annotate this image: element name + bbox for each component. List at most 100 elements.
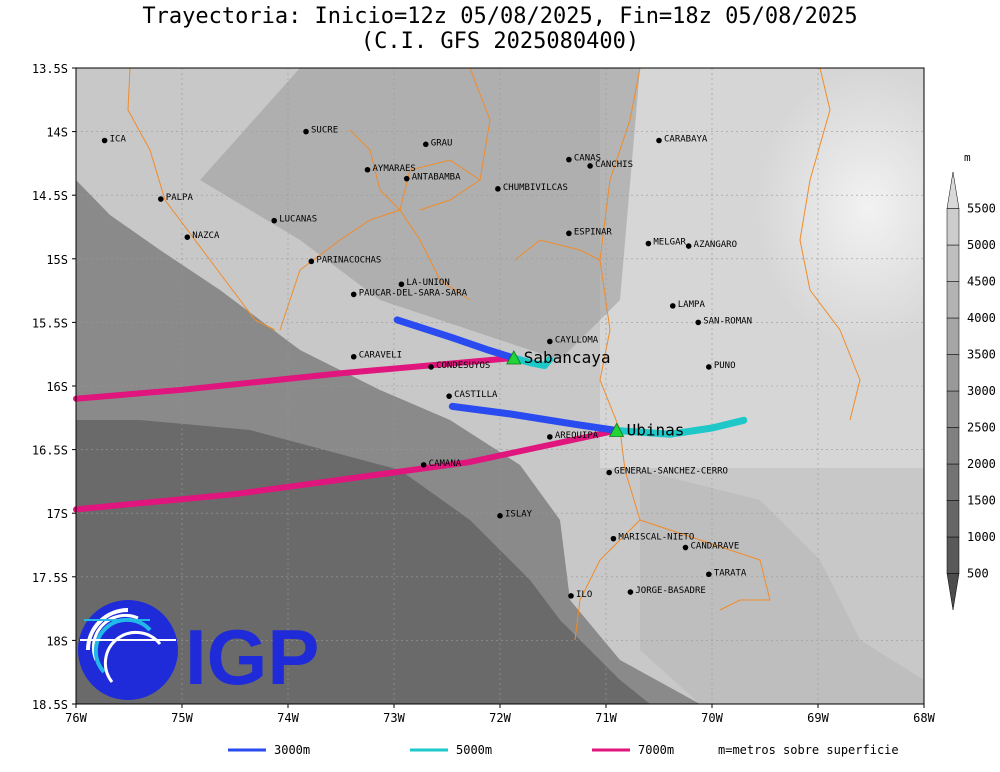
place-label: GENERAL-SANCHEZ-CERRO — [614, 466, 728, 476]
place-label: MARISCAL-NIETO — [618, 533, 694, 543]
trajectory-legend: 3000m 5000m 7000m m=metros sobre superficie — [228, 743, 899, 757]
place-label: CAYLLOMA — [555, 335, 599, 345]
lat-label: 18.5S — [32, 698, 68, 712]
trajectory-line — [510, 354, 554, 370]
place-marker — [566, 230, 572, 237]
trajectories — [73, 316, 748, 513]
lat-label: 16S — [46, 380, 68, 394]
colorbar-label: 1000 — [967, 530, 996, 544]
colorbar-segment — [946, 208, 960, 246]
colorbar-label: 2000 — [967, 457, 996, 471]
place-marker — [350, 353, 357, 360]
lat-label: 16.5S — [32, 444, 68, 458]
legend-label: 7000m — [638, 743, 674, 757]
place-marker — [398, 281, 405, 288]
legend-note: m=metros sobre superficie — [718, 743, 899, 757]
colorbar-segment — [946, 500, 960, 538]
place-marker — [547, 338, 553, 345]
place-marker — [303, 128, 309, 135]
place-label: PUNO — [714, 361, 736, 371]
place-label: SUCRE — [311, 126, 338, 136]
place-label: ICA — [110, 135, 127, 145]
place-marker — [423, 141, 429, 148]
place-label: ESPINAR — [574, 227, 613, 237]
place-marker — [428, 364, 434, 370]
axis-labels: 13.5S 14S 14.5S 15S 15.5S 16S 16.5S 17S 17.5S 18S… — [32, 62, 936, 725]
place-label: MELGAR — [653, 238, 686, 248]
place-label: ANTABAMBA — [412, 173, 461, 183]
place-marker — [101, 137, 108, 144]
lat-label: 14.5S — [32, 189, 68, 203]
place-marker — [706, 364, 712, 370]
logo-text: IGP — [185, 613, 319, 701]
map-title: Trayectoria: Inicio=12z 05/08/2025, Fin=… — [142, 4, 858, 29]
place-marker — [682, 544, 689, 551]
place-marker — [669, 303, 676, 309]
colorbar-label: 3500 — [967, 348, 996, 362]
place-marker — [547, 434, 553, 440]
place-marker — [685, 243, 692, 249]
colorbar-label: 4000 — [967, 311, 996, 325]
place-label: LUCANAS — [279, 215, 317, 225]
lat-label: 13.5S — [32, 62, 68, 76]
colorbar-label: 5500 — [967, 202, 996, 216]
place-label: CANAS — [574, 154, 601, 164]
lon-label: 68W — [913, 711, 935, 725]
place-marker — [403, 175, 410, 182]
place-marker — [350, 291, 357, 298]
elevation-colorbar: 500 1000 1500 2000 2500 3000 3500 4000 4500 5000 5… — [946, 151, 996, 611]
place-marker — [497, 512, 503, 519]
place-label: AZANGARO — [694, 240, 737, 250]
volcano-icon — [608, 422, 625, 437]
trajectory-line — [448, 402, 621, 434]
place-label: CARAVELI — [359, 351, 402, 361]
map-subtitle: (C.I. GFS 2025080400) — [360, 29, 640, 54]
colorbar-segment — [946, 573, 960, 611]
place-label: PAUCAR-DEL-SARA-SARA — [359, 288, 468, 298]
place-label: AYMARAES — [373, 164, 416, 174]
place-marker — [364, 166, 371, 173]
place-label: CONDESUYOS — [436, 361, 490, 371]
place-label: PARINACOCHAS — [316, 255, 381, 265]
place-marker — [420, 462, 427, 468]
place-marker — [184, 234, 191, 240]
volcano-label: Ubinas — [627, 421, 685, 440]
place-label: LAMPA — [678, 300, 706, 310]
volcano-markers: Sabancaya Ubinas — [506, 348, 685, 440]
trajectory-line — [393, 316, 518, 362]
place-label: ILO — [576, 590, 592, 600]
lat-label: 15S — [46, 253, 68, 267]
igp-logo: IGP — [78, 600, 319, 701]
colorbar-segment — [946, 427, 960, 465]
lat-label: 17S — [46, 507, 68, 521]
colorbar-label: 500 — [967, 567, 989, 581]
legend-label: 3000m — [274, 743, 310, 757]
volcano-icon — [506, 350, 522, 365]
place-label: CANDARAVE — [691, 542, 740, 552]
place-marker — [158, 196, 164, 202]
lon-label: 74W — [277, 711, 299, 725]
place-marker — [645, 240, 652, 247]
place-label: TARATA — [714, 568, 747, 578]
place-label: CARABAYA — [664, 135, 708, 145]
lat-label: 15.5S — [32, 316, 68, 330]
place-label: CANCHIS — [595, 160, 633, 170]
colorbar-label: 1500 — [967, 494, 996, 508]
colorbar-segment — [946, 390, 960, 428]
trajectory-line — [73, 427, 620, 513]
place-marker — [446, 393, 452, 399]
trajectory-line — [613, 416, 748, 438]
colorbar-segment — [946, 244, 960, 282]
place-marker — [587, 163, 593, 169]
place-marker — [606, 469, 612, 476]
place-marker — [656, 137, 662, 144]
place-label: SAN-ROMAN — [703, 316, 752, 326]
colorbar-segment — [946, 281, 960, 319]
volcano-label: Sabancaya — [524, 348, 611, 367]
colorbar-unit: m — [964, 151, 971, 164]
place-marker — [308, 258, 315, 265]
legend-label: 5000m — [456, 743, 492, 757]
colorbar-segment — [946, 463, 960, 501]
place-label: CAMANA — [429, 459, 462, 469]
